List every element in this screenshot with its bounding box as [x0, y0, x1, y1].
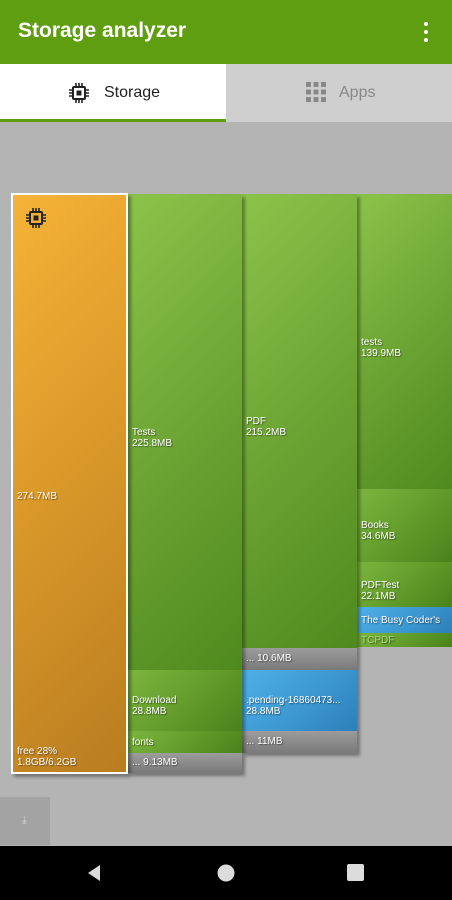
- app-title: Storage analyzer: [18, 19, 187, 42]
- back-icon[interactable]: [85, 864, 103, 882]
- folder-pdf[interactable]: PDF 215.2MB: [242, 194, 357, 648]
- folder-misc-1[interactable]: ... 9.13MB: [128, 753, 242, 773]
- chip-icon: [26, 208, 46, 228]
- file-name: The Busy Coder's: [361, 615, 441, 626]
- folder-tests[interactable]: Tests 225.8MB: [128, 194, 242, 670]
- recents-icon[interactable]: [347, 864, 364, 881]
- root-size: 274.7MB: [17, 491, 58, 502]
- folder-tcpdf[interactable]: TCPDF: [357, 633, 452, 647]
- folder-name: tests: [361, 337, 383, 348]
- folder-name: TCPDF: [361, 635, 395, 646]
- free-label: free 28%: [17, 746, 58, 757]
- chip-icon: [69, 83, 89, 103]
- folder-size: 22.1MB: [361, 591, 396, 602]
- misc-size: ... 11MB: [246, 736, 283, 747]
- home-icon[interactable]: [217, 864, 235, 882]
- folder-tests-lower[interactable]: tests 139.9MB: [357, 194, 452, 489]
- file-name: .pending-16860473...: [246, 695, 341, 706]
- folder-size: 34.6MB: [361, 531, 396, 542]
- folder-name: PDFTest: [361, 580, 400, 591]
- folder-size: 139.9MB: [361, 348, 402, 359]
- export-button[interactable]: ⤓: [0, 797, 50, 845]
- tab-bar: Storage Apps: [0, 64, 452, 122]
- tab-storage-label: Storage: [104, 84, 161, 101]
- system-nav-bar: [0, 846, 452, 900]
- overflow-menu-icon[interactable]: [414, 18, 438, 46]
- folder-fonts[interactable]: fonts: [128, 731, 242, 753]
- tab-storage[interactable]: Storage: [0, 64, 226, 122]
- file-pending[interactable]: .pending-16860473... 28.8MB: [242, 670, 357, 731]
- tab-apps[interactable]: Apps: [226, 64, 452, 122]
- tab-indicator: [0, 119, 226, 122]
- folder-download[interactable]: Download 28.8MB: [128, 670, 242, 731]
- folder-name: fonts: [132, 737, 154, 748]
- folder-size: 28.8MB: [132, 706, 167, 717]
- tab-apps-label: Apps: [339, 84, 376, 101]
- folder-pdftest[interactable]: PDFTest 22.1MB: [357, 562, 452, 607]
- folder-size: 225.8MB: [132, 438, 173, 449]
- export-icon: ⤓: [22, 815, 27, 826]
- misc-size: ... 10.6MB: [246, 653, 292, 664]
- file-busy-coder[interactable]: The Busy Coder's: [357, 607, 452, 633]
- folder-books[interactable]: Books 34.6MB: [357, 489, 452, 562]
- usage-label: 1.8GB/6.2GB: [17, 757, 77, 768]
- folder-name: Books: [361, 520, 389, 531]
- file-size: 28.8MB: [246, 706, 281, 717]
- folder-name: Download: [132, 695, 177, 706]
- folder-name: Tests: [132, 427, 156, 438]
- folder-misc-2[interactable]: ... 11MB: [242, 731, 357, 753]
- folder-size: 215.2MB: [246, 427, 287, 438]
- folder-name: PDF: [246, 416, 266, 427]
- storage-root[interactable]: 274.7MB free 28% 1.8GB/6.2GB: [11, 193, 128, 774]
- grid-icon: [306, 82, 326, 102]
- app-bar: Storage analyzer: [0, 0, 452, 64]
- folder-pdf-misc[interactable]: ... 10.6MB: [242, 648, 357, 670]
- misc-size: ... 9.13MB: [132, 757, 178, 768]
